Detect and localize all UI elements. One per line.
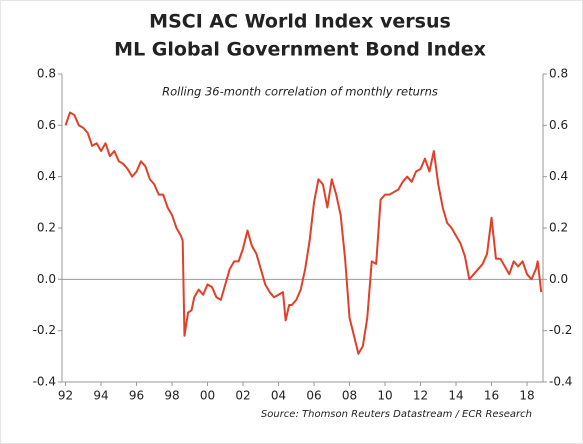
y2-tick-label: -0.2 — [549, 323, 572, 337]
chart-title: MSCI AC World Index versus — [149, 11, 451, 33]
x-tick-label: 14 — [448, 389, 463, 403]
y-tick-label: -0.4 — [33, 375, 56, 389]
chart-title: ML Global Government Bond Index — [114, 39, 486, 61]
y-tick-label: 0.4 — [37, 169, 56, 183]
y-tick-label: 0.0 — [37, 272, 56, 286]
x-tick-label: 04 — [271, 389, 286, 403]
x-tick-label: 16 — [484, 389, 499, 403]
y2-tick-label: 0.6 — [549, 118, 568, 132]
x-tick-label: 94 — [93, 389, 108, 403]
y-tick-label: 0.6 — [37, 118, 56, 132]
y2-tick-label: 0.0 — [549, 272, 568, 286]
y-tick-label: -0.2 — [33, 323, 56, 337]
x-tick-label: 08 — [342, 389, 357, 403]
data-line — [64, 111, 543, 355]
chart-subtitle: Rolling 36-month correlation of monthly … — [162, 85, 438, 99]
y2-tick-label: 0.8 — [549, 67, 568, 81]
y-tick-label: 0.8 — [37, 67, 56, 81]
x-tick-label: 00 — [200, 389, 215, 403]
x-tick-label: 12 — [413, 389, 428, 403]
x-tick-label: 02 — [235, 389, 250, 403]
x-tick-label: 18 — [519, 389, 534, 403]
x-tick-label: 06 — [306, 389, 321, 403]
x-tick-label: 96 — [129, 389, 144, 403]
y2-tick-label: 0.2 — [549, 221, 568, 235]
y2-tick-label: -0.4 — [549, 375, 572, 389]
y-tick-label: 0.2 — [37, 221, 56, 235]
x-tick-label: 10 — [377, 389, 392, 403]
y2-tick-label: 0.4 — [549, 169, 568, 183]
x-tick-label: 98 — [164, 389, 179, 403]
source-note: Source: Thomson Reuters Datastream / ECR… — [261, 409, 532, 420]
x-tick-label: 92 — [58, 389, 73, 403]
